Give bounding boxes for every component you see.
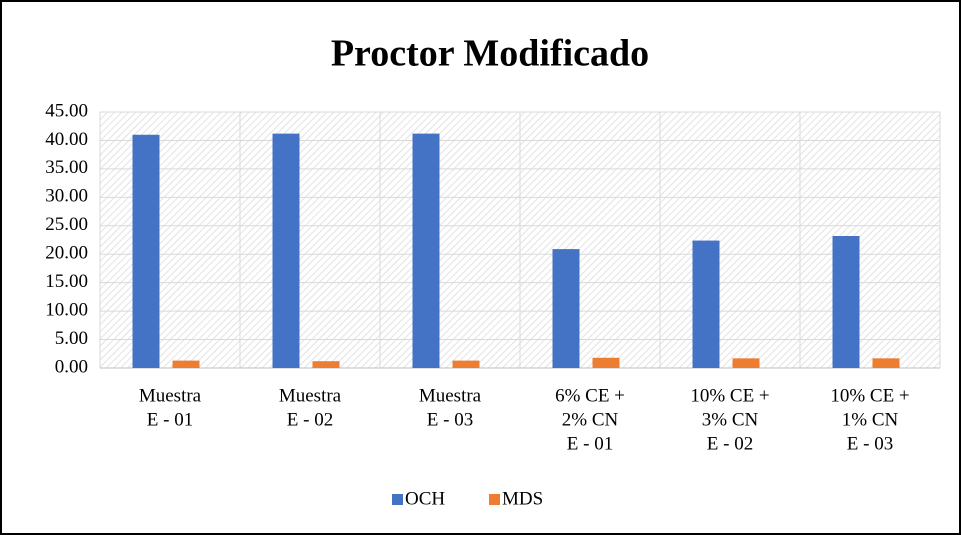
x-tick-label: E - 02: [707, 433, 753, 454]
bar: [272, 133, 300, 368]
x-tick-label: E - 01: [567, 433, 613, 454]
bar: [732, 358, 760, 368]
x-tick-label: Muestra: [419, 385, 482, 406]
x-tick-label: E - 01: [147, 409, 193, 430]
bar: [592, 357, 620, 368]
bar: [312, 361, 340, 368]
x-tick-label: E - 03: [427, 409, 473, 430]
x-tick-label: Muestra: [139, 385, 202, 406]
y-tick-label: 25.00: [45, 214, 88, 235]
bar: [832, 236, 860, 368]
chart-title: Proctor Modificado: [331, 33, 649, 75]
legend-swatch: [392, 494, 403, 505]
legend-swatch: [489, 494, 500, 505]
x-tick-label: E - 02: [287, 409, 333, 430]
x-tick-label: 1% CN: [842, 409, 899, 430]
y-tick-label: 45.00: [45, 100, 88, 121]
bar: [452, 360, 480, 368]
bar: [692, 240, 720, 368]
y-tick-label: 15.00: [45, 271, 88, 292]
y-tick-label: 35.00: [45, 157, 88, 178]
bar: [872, 358, 900, 368]
y-tick-label: 30.00: [45, 186, 88, 207]
y-tick-label: 5.00: [55, 328, 88, 349]
x-tick-label: E - 03: [847, 433, 893, 454]
x-tick-label: Muestra: [279, 385, 342, 406]
x-tick-label: 3% CN: [702, 409, 759, 430]
legend-label: OCH: [405, 488, 445, 509]
y-tick-label: 20.00: [45, 243, 88, 264]
x-tick-label: 10% CE +: [690, 385, 769, 406]
x-tick-label: 2% CN: [562, 409, 619, 430]
legend-label: MDS: [502, 488, 543, 509]
x-tick-label: 10% CE +: [830, 385, 909, 406]
y-tick-label: 0.00: [55, 356, 88, 377]
bar: [552, 249, 580, 368]
x-tick-label: 6% CE +: [555, 385, 625, 406]
bar: [172, 360, 200, 368]
bar: [412, 133, 440, 368]
bar: [132, 134, 160, 368]
y-tick-label: 40.00: [45, 129, 88, 150]
y-tick-label: 10.00: [45, 299, 88, 320]
